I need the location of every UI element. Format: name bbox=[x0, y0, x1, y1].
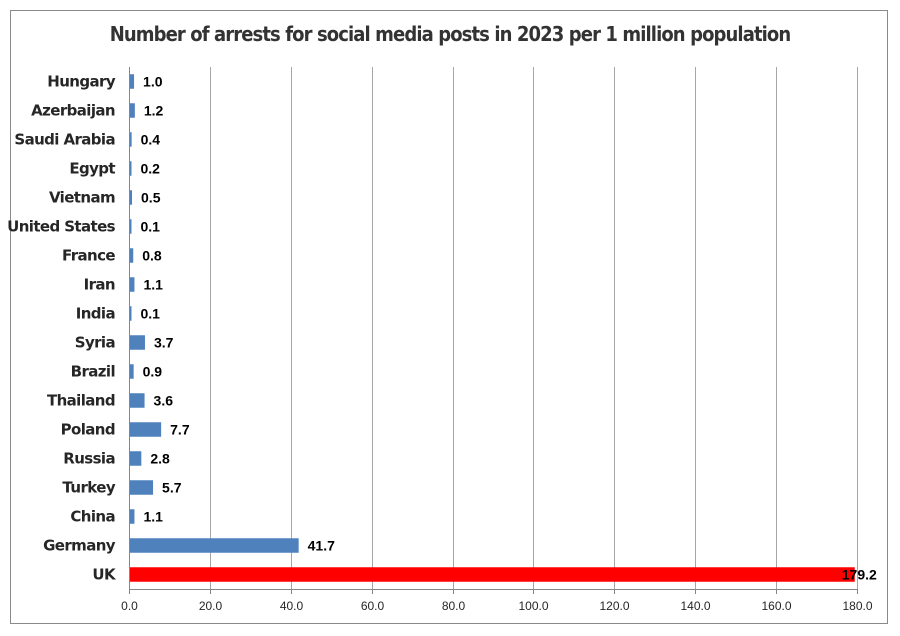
data-label: 0.2 bbox=[141, 161, 161, 177]
category-label: India bbox=[76, 305, 115, 323]
category-label: Iran bbox=[84, 276, 115, 294]
axes bbox=[129, 67, 858, 594]
bar-azerbaijan bbox=[130, 103, 135, 118]
gridlines bbox=[210, 67, 858, 589]
bar-thailand bbox=[130, 393, 145, 408]
data-label: 0.8 bbox=[142, 248, 162, 264]
x-tick-label: 80.0 bbox=[442, 599, 466, 613]
category-label: Hungary bbox=[47, 73, 116, 91]
x-tick-label: 140.0 bbox=[680, 599, 710, 613]
data-label: 1.1 bbox=[143, 509, 163, 525]
category-label: Poland bbox=[61, 421, 115, 439]
data-label: 3.6 bbox=[154, 393, 174, 409]
bar-vietnam bbox=[130, 190, 133, 205]
category-label: Vietnam bbox=[49, 189, 115, 207]
bar-germany bbox=[130, 538, 299, 553]
bar-saudi-arabia bbox=[130, 132, 132, 147]
chart-frame bbox=[10, 10, 888, 624]
data-label: 0.9 bbox=[143, 364, 163, 380]
data-label: 0.1 bbox=[141, 219, 161, 235]
bar-turkey bbox=[130, 480, 154, 495]
bars bbox=[130, 74, 855, 582]
x-tick-label: 60.0 bbox=[361, 599, 385, 613]
category-label: China bbox=[70, 508, 115, 526]
x-tick-label: 40.0 bbox=[280, 599, 304, 613]
data-label: 2.8 bbox=[150, 451, 170, 467]
data-label: 41.7 bbox=[308, 538, 335, 554]
category-label: Russia bbox=[63, 450, 115, 468]
x-tick-label: 20.0 bbox=[199, 599, 223, 613]
bar-russia bbox=[130, 451, 142, 466]
data-label: 179.2 bbox=[842, 567, 877, 583]
category-label: France bbox=[62, 247, 115, 265]
data-label: 5.7 bbox=[162, 480, 182, 496]
category-label: Germany bbox=[43, 537, 116, 555]
x-tick-label: 0.0 bbox=[121, 599, 138, 613]
labels: 0.0 20.0 40.0 60.0 80.0 100.0 120.0 140.0 160.0 1… bbox=[7, 73, 877, 614]
category-label: UK bbox=[92, 566, 117, 584]
data-label: 1.2 bbox=[144, 103, 164, 119]
bar-egypt bbox=[130, 161, 132, 176]
bar-poland bbox=[130, 422, 162, 437]
data-label: 1.0 bbox=[143, 74, 163, 90]
data-label: 7.7 bbox=[170, 422, 190, 438]
x-tick-label: 100.0 bbox=[518, 599, 548, 613]
bar-iran bbox=[130, 277, 135, 292]
category-label: Brazil bbox=[71, 363, 115, 381]
category-label: Saudi Arabia bbox=[14, 131, 115, 149]
data-label: 0.5 bbox=[141, 190, 161, 206]
bar-india bbox=[130, 306, 132, 321]
chart-title: Number of arrests for social media posts… bbox=[109, 22, 792, 46]
bar-uk bbox=[130, 567, 855, 582]
category-label: Azerbaijan bbox=[31, 102, 115, 120]
category-label: Turkey bbox=[62, 479, 115, 497]
category-label: Egypt bbox=[69, 160, 115, 178]
x-tick-label: 120.0 bbox=[599, 599, 629, 613]
data-label: 1.1 bbox=[143, 277, 163, 293]
data-label: 0.4 bbox=[141, 132, 161, 148]
bar-syria bbox=[130, 335, 145, 350]
category-label: Thailand bbox=[47, 392, 115, 410]
bar-brazil bbox=[130, 364, 134, 379]
bar-france bbox=[130, 248, 134, 263]
category-label: United States bbox=[7, 218, 116, 236]
bar-china bbox=[130, 509, 135, 524]
data-label: 3.7 bbox=[154, 335, 174, 351]
x-tick-label: 180.0 bbox=[842, 599, 872, 613]
bar-hungary bbox=[130, 74, 135, 89]
bar-united-states bbox=[130, 219, 132, 234]
data-label: 0.1 bbox=[141, 306, 161, 322]
x-tick-label: 160.0 bbox=[761, 599, 791, 613]
category-label: Syria bbox=[75, 334, 115, 352]
